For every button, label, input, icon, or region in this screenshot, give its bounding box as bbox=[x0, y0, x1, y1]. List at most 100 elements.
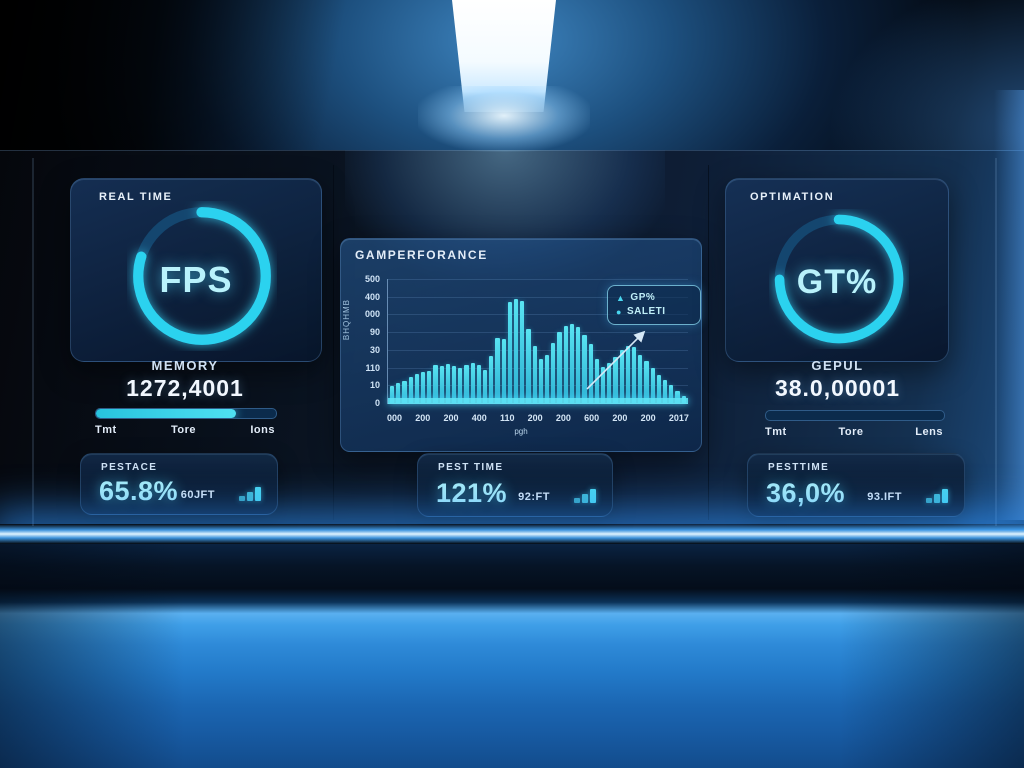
card-header: REAL TIME bbox=[99, 191, 173, 203]
chart-bar bbox=[638, 355, 643, 403]
stat-value: 65.8% bbox=[99, 476, 179, 506]
tick-label: Tore bbox=[838, 426, 864, 438]
chart-bar bbox=[483, 370, 488, 403]
x-tick-label: 000 bbox=[387, 413, 403, 423]
chart-bar bbox=[613, 356, 618, 403]
y-tick-label: 90 bbox=[369, 327, 380, 338]
chart-bar bbox=[408, 376, 413, 403]
bar-series bbox=[388, 279, 688, 403]
chart-bar bbox=[607, 362, 612, 403]
chart-bar bbox=[538, 359, 544, 403]
chart-bar bbox=[588, 344, 593, 403]
gepul-progress-ticks: Tmt Tore Lens bbox=[765, 426, 943, 438]
stat-label: PEST TIME bbox=[438, 462, 504, 473]
chart-bar bbox=[507, 301, 513, 403]
chart-bar bbox=[644, 360, 649, 403]
y-tick-label: 400 bbox=[364, 291, 380, 302]
chart-bar bbox=[557, 332, 562, 403]
metric-value: 1272,4001 bbox=[126, 375, 244, 401]
circle-marker-icon: ● bbox=[616, 307, 622, 317]
chart-bar bbox=[669, 385, 674, 403]
chart-bar bbox=[569, 324, 575, 403]
chart-bar bbox=[675, 391, 680, 403]
y-axis-title: BHQHMB bbox=[342, 299, 351, 341]
beam-flare bbox=[418, 86, 590, 152]
stat-label: PESTTIME bbox=[768, 462, 830, 473]
legend-item: ▲ GP% bbox=[616, 291, 692, 305]
x-tick-label: 200 bbox=[415, 413, 431, 423]
x-tick-label: 400 bbox=[471, 413, 487, 423]
chart-bar bbox=[520, 301, 525, 403]
chart-bar bbox=[656, 374, 661, 403]
pestace-stat-box: PESTACE 65.8% 60JFT bbox=[80, 453, 278, 515]
memory-progress-bar bbox=[95, 408, 277, 419]
optimation-card: OPTIMATION GT% bbox=[725, 178, 949, 362]
gridline bbox=[388, 296, 688, 298]
y-tick-label: 500 bbox=[364, 274, 380, 284]
gridline bbox=[388, 314, 688, 316]
chart-legend: ▲ GP% ● SALETI bbox=[607, 285, 701, 325]
memory-progress-fill bbox=[96, 409, 237, 418]
y-tick-label: 10 bbox=[369, 380, 380, 391]
legend-label: GP% bbox=[630, 292, 656, 303]
chart-bar bbox=[514, 298, 519, 403]
chart-bar bbox=[619, 350, 624, 403]
gridline bbox=[388, 332, 688, 334]
chart-bar bbox=[489, 355, 494, 403]
y-tick-label: 110 bbox=[365, 362, 380, 373]
chart-bar bbox=[452, 365, 457, 403]
chart-bar bbox=[470, 363, 475, 403]
y-tick-label: 000 bbox=[364, 309, 380, 320]
ring-arc bbox=[133, 207, 271, 345]
neon-light-strip bbox=[0, 524, 1024, 544]
gt-gauge-ring bbox=[774, 214, 904, 344]
stat-value: 36,0% bbox=[766, 478, 846, 508]
chart-bar bbox=[501, 338, 506, 403]
chart-bar bbox=[582, 334, 587, 403]
chart-bar bbox=[464, 364, 469, 403]
chart-bar bbox=[563, 325, 568, 403]
pesttime-stat-box: PESTTIME 36,0% 93.IFT bbox=[747, 453, 965, 517]
legend-item: ● SALETI bbox=[616, 305, 692, 319]
chart-bar bbox=[532, 346, 537, 403]
chart-bar bbox=[445, 363, 451, 403]
bar-chart-plot bbox=[387, 279, 688, 404]
stat-sub-value: 92:FT bbox=[518, 491, 550, 503]
x-tick-label: 600 bbox=[584, 413, 600, 423]
realtime-fps-card: REAL TIME FPS bbox=[70, 178, 322, 362]
gridline bbox=[388, 385, 688, 387]
memory-metric: MEMORY 1272,4001 bbox=[68, 358, 302, 402]
fps-gauge-label: FPS bbox=[159, 259, 233, 300]
chart-bar bbox=[545, 355, 550, 403]
bezel-left bbox=[32, 158, 34, 526]
pest-time-stat-box: PEST TIME 121% 92:FT bbox=[417, 453, 613, 517]
chart-bar bbox=[396, 383, 401, 403]
x-axis: 000 200 200 400 110 200 200 600 200 200 2017 bbox=[387, 413, 689, 423]
stat-sub-value: 60JFT bbox=[180, 489, 215, 501]
signal-bars-icon bbox=[574, 489, 596, 503]
chart-bar bbox=[526, 328, 531, 403]
tick-label: Ions bbox=[250, 424, 275, 436]
chart-bar bbox=[476, 365, 482, 403]
triangle-marker-icon: ▲ bbox=[616, 293, 626, 303]
stat-value: 121% bbox=[436, 478, 508, 508]
chart-bar bbox=[433, 365, 438, 403]
chart-title: GAMPERFORANCE bbox=[355, 248, 488, 262]
x-axis-title: pgh bbox=[514, 427, 528, 436]
gridline bbox=[388, 279, 688, 280]
card-header: OPTIMATION bbox=[750, 191, 835, 203]
panel-seam-right bbox=[708, 165, 709, 520]
gt-gauge-label: GT% bbox=[796, 263, 878, 301]
x-tick-label: 200 bbox=[443, 413, 459, 423]
chart-bar bbox=[495, 338, 500, 403]
chart-bar bbox=[625, 345, 630, 403]
chart-bar bbox=[421, 371, 426, 403]
metric-value: 38.0,00001 bbox=[774, 375, 901, 401]
gepul-metric: GEPUL 38.0,00001 bbox=[730, 358, 945, 402]
stat-label: PESTACE bbox=[101, 462, 158, 473]
chart-bar bbox=[576, 327, 581, 403]
x-tick-label: 200 bbox=[612, 413, 628, 423]
tick-label: Tmt bbox=[765, 426, 787, 438]
y-axis: 500 400 000 90 30 110 10 0 bbox=[351, 274, 383, 408]
